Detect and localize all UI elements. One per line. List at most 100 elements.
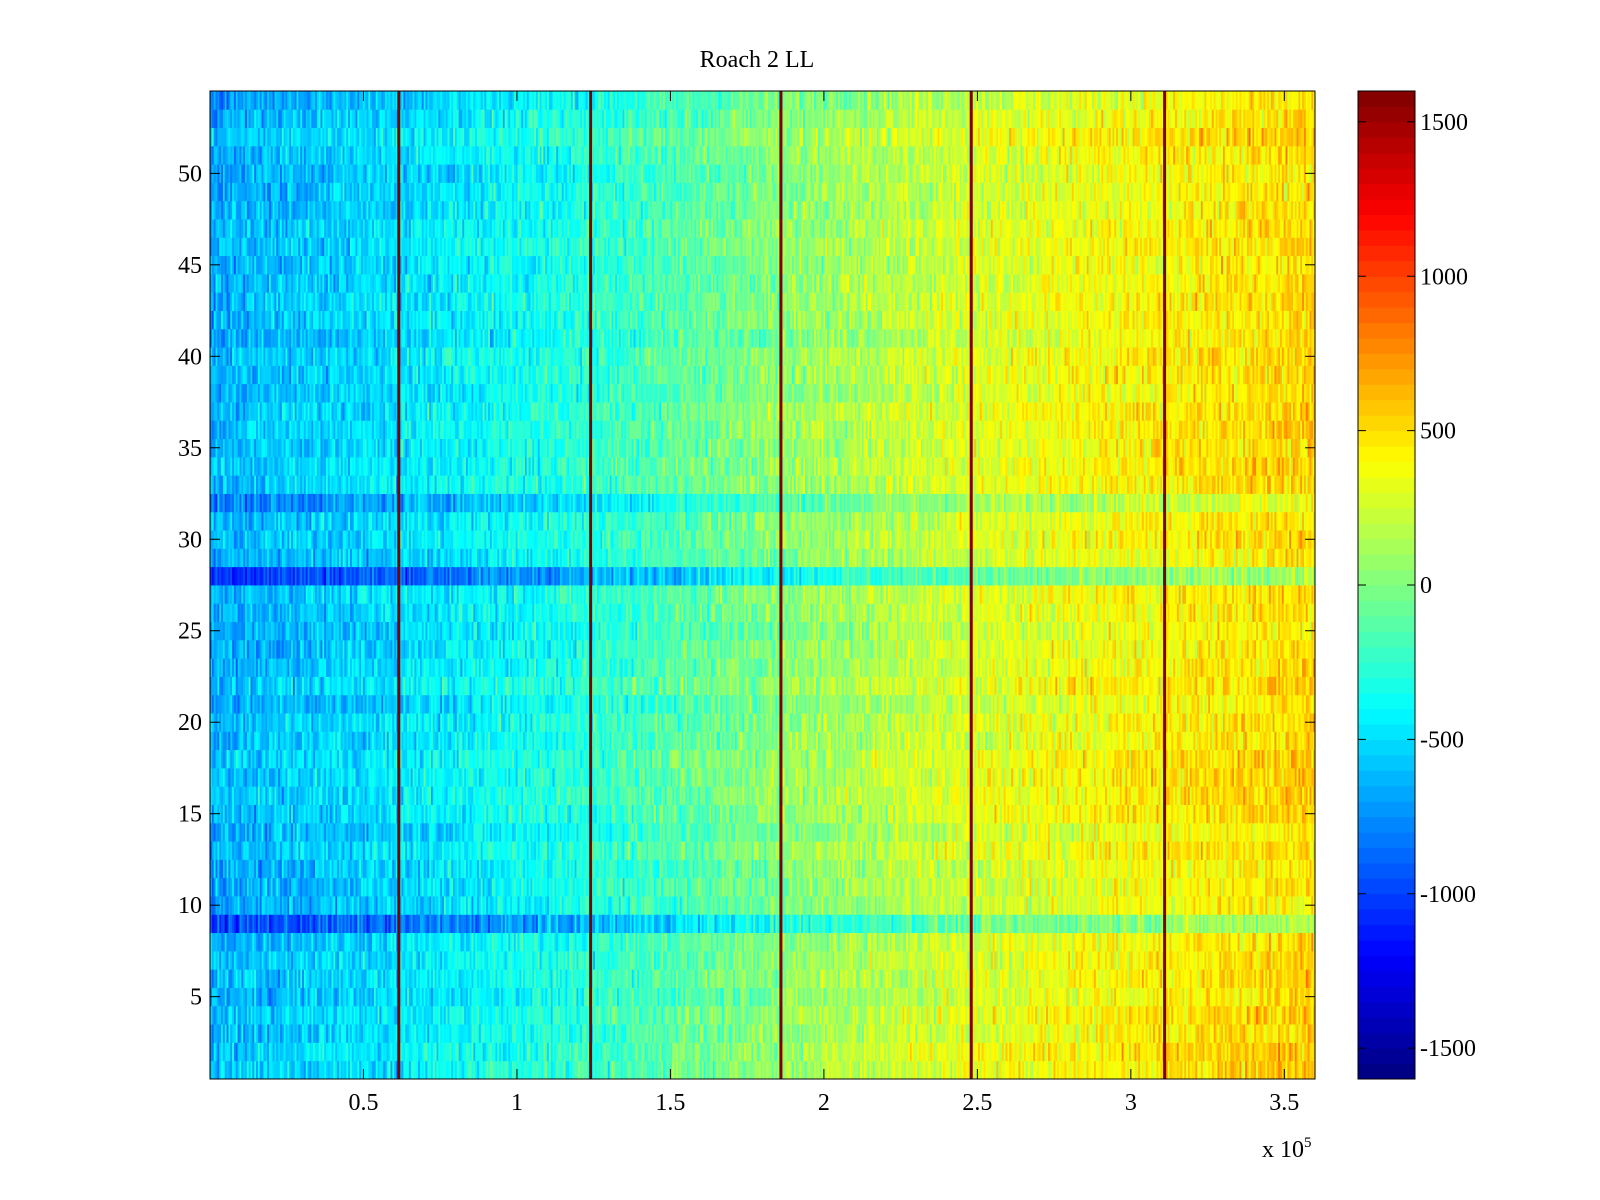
heatmap-cell	[559, 1024, 563, 1043]
heatmap-cell	[703, 1024, 706, 1043]
heatmap-cell	[884, 1024, 887, 1043]
heatmap-cell	[1152, 1005, 1156, 1025]
heatmap-cell	[624, 1024, 627, 1043]
heatmap-cell	[845, 1042, 848, 1062]
heatmap-cell	[1217, 1024, 1220, 1043]
heatmap-cell	[1283, 1005, 1286, 1025]
heatmap-cell	[1053, 1024, 1056, 1043]
heatmap-cell	[917, 1042, 920, 1062]
heatmap-cell	[410, 987, 413, 1007]
heatmap-cell	[600, 1042, 603, 1062]
heatmap-cell	[646, 1005, 649, 1025]
heatmap-cell	[1254, 1060, 1257, 1080]
heatmap-cell	[1123, 1024, 1126, 1043]
heatmap-cell	[453, 1042, 456, 1062]
heatmap-cell	[674, 1024, 677, 1043]
heatmap-cell	[983, 1042, 986, 1062]
heatmap-cell	[421, 1042, 425, 1062]
heatmap-cell	[972, 1042, 975, 1062]
heatmap-cell	[478, 1060, 482, 1080]
heatmap-cell	[902, 1060, 905, 1080]
heatmap-cell	[974, 1042, 977, 1062]
heatmap-cell	[884, 1060, 887, 1080]
heatmap-cell	[394, 987, 397, 1007]
heatmap-cell	[316, 987, 320, 1007]
heatmap-cell	[1128, 1060, 1132, 1080]
heatmap-cell	[1145, 1060, 1148, 1080]
heatmap-cell	[1197, 1005, 1200, 1025]
heatmap-cell	[438, 1042, 441, 1062]
heatmap-cell	[607, 1060, 611, 1080]
heatmap-cell	[399, 1005, 402, 1025]
heatmap-cell	[1232, 1005, 1235, 1025]
heatmap-cell	[1029, 1060, 1032, 1080]
heatmap-cell	[1224, 1042, 1227, 1062]
heatmap-cell	[942, 1060, 946, 1080]
heatmap-cell	[585, 1060, 588, 1080]
heatmap-cell	[504, 1024, 507, 1043]
heatmap-cell	[1178, 1005, 1181, 1025]
heatmap-cell	[1086, 1024, 1089, 1043]
heatmap-cell	[226, 1005, 229, 1025]
heatmap-cell	[407, 1024, 410, 1043]
heatmap-cell	[596, 1042, 599, 1062]
heatmap-cell	[296, 1005, 299, 1025]
heatmap-cell	[508, 1042, 511, 1062]
heatmap-cell	[666, 1005, 669, 1025]
heatmap-cell	[852, 1005, 855, 1025]
heatmap-cell	[567, 1005, 570, 1025]
heatmap-cell	[773, 1005, 776, 1025]
heatmap-cell	[558, 1005, 561, 1025]
heatmap-cell	[1270, 1024, 1274, 1043]
heatmap-cell	[1092, 1042, 1095, 1062]
heatmap-cell	[591, 1042, 594, 1062]
heatmap-cell	[475, 1060, 478, 1080]
heatmap-cell	[1261, 1060, 1264, 1080]
heatmap-cell	[922, 1005, 925, 1025]
heatmap-cell	[747, 1005, 751, 1025]
heatmap-cell	[1084, 1060, 1088, 1080]
heatmap-cell	[1066, 1005, 1069, 1025]
heatmap-cell	[731, 1042, 734, 1062]
heatmap-cell	[268, 987, 272, 1007]
heatmap-cell	[709, 1024, 712, 1043]
heatmap-cell	[1117, 1024, 1121, 1043]
heatmap-cell	[861, 1060, 865, 1080]
heatmap-cell	[694, 1060, 697, 1080]
heatmap-cell	[942, 1005, 946, 1025]
heatmap-cell	[445, 1042, 448, 1062]
heatmap-cell	[1294, 1042, 1297, 1062]
heatmap-cell	[338, 987, 342, 1007]
heatmap-cell	[720, 1042, 723, 1062]
heatmap-cell	[1140, 1024, 1143, 1043]
heatmap-cell	[1197, 1024, 1200, 1043]
heatmap-cell	[666, 1042, 669, 1062]
heatmap-cell	[629, 1060, 633, 1080]
heatmap-cell	[1252, 1042, 1255, 1062]
heatmap-cell	[335, 1024, 338, 1043]
heatmap-cell	[1016, 1005, 1019, 1025]
heatmap-cell	[346, 1005, 349, 1025]
heatmap-cell	[445, 1060, 448, 1080]
heatmap-cell	[1143, 1005, 1146, 1025]
heatmap-cell	[841, 1042, 844, 1062]
heatmap-cell	[1136, 1042, 1139, 1062]
heatmap-cell	[701, 1005, 704, 1025]
heatmap-cell	[267, 987, 270, 1007]
heatmap-cell	[561, 1042, 564, 1062]
heatmap-cell	[543, 1005, 546, 1025]
heatmap-cell	[904, 1042, 907, 1062]
heatmap-cell	[966, 1042, 970, 1062]
heatmap-cell	[361, 1042, 364, 1062]
heatmap-cell	[1042, 1005, 1045, 1025]
heatmap-cell	[686, 1005, 690, 1025]
heatmap-cell	[263, 1042, 266, 1062]
heatmap-cell	[876, 1042, 879, 1062]
heatmap-cell	[611, 1060, 614, 1080]
heatmap-cell	[1267, 1005, 1270, 1025]
heatmap-cell	[1055, 1005, 1058, 1025]
heatmap-cell	[1018, 1024, 1021, 1043]
heatmap-cell	[672, 1005, 675, 1025]
heatmap-cell	[460, 1060, 463, 1080]
heatmap-cell	[309, 1042, 312, 1062]
